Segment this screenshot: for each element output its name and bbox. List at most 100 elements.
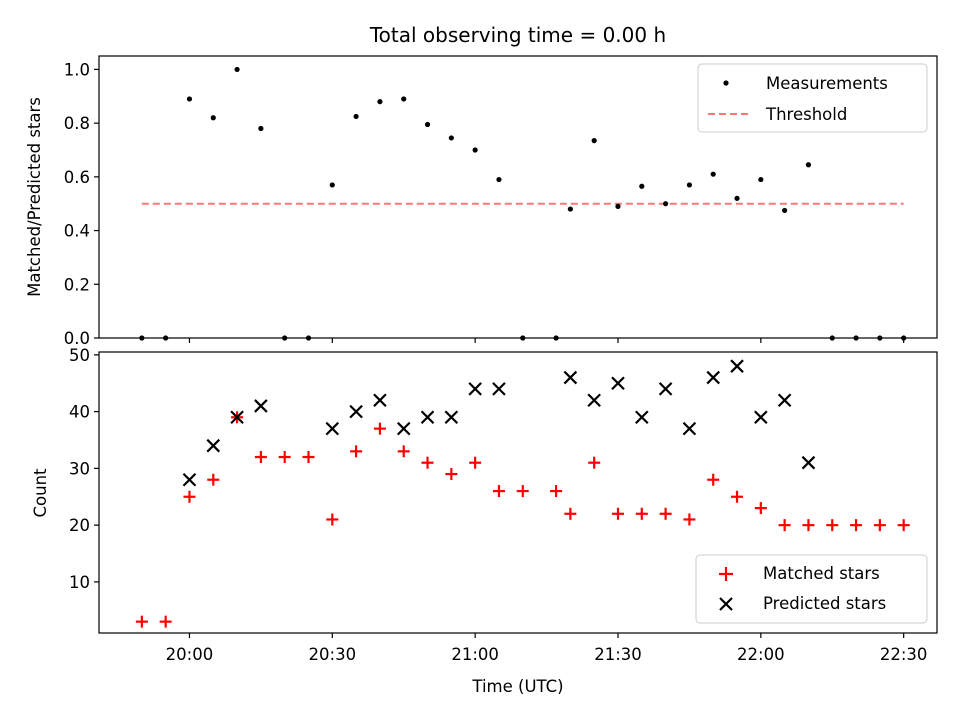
top-ytick-label: 0.4	[64, 222, 90, 241]
x-axis-label: Time (UTC)	[471, 677, 563, 696]
bottom-legend: Matched stars Predicted stars	[695, 554, 928, 624]
matched-star-point	[635, 507, 648, 520]
bottom-y-axis-label: Count	[31, 468, 50, 518]
top-ytick-label: 0.8	[64, 114, 90, 133]
bottom-plot-area	[98, 351, 938, 634]
measurement-point	[639, 183, 645, 189]
bottom-xtick-label: 21:30	[594, 645, 642, 664]
measurement-point	[553, 335, 559, 341]
predicted-star-point	[420, 410, 435, 425]
measurement-point	[139, 335, 145, 341]
matched-star-point	[873, 519, 886, 532]
measurement-point	[282, 335, 288, 341]
legend-matched-marker	[719, 567, 733, 581]
predicted-star-point	[635, 410, 649, 425]
measurement-point	[805, 162, 812, 168]
top-x-axis	[188, 338, 905, 343]
predicted-star-point	[254, 399, 268, 413]
bottom-ytick-label: 30	[69, 459, 90, 478]
matched-star-point	[135, 615, 148, 628]
measurement-point	[377, 99, 383, 105]
predicted-star-point	[396, 421, 411, 436]
predicted-star-point	[563, 370, 578, 385]
matched-star-point	[850, 519, 863, 532]
matched-star-point	[754, 502, 767, 515]
top-plot-area	[98, 55, 938, 339]
top-ytick-label: 0.2	[64, 275, 90, 294]
matched-star-point	[397, 445, 410, 458]
matched-star-point	[707, 473, 720, 486]
measurement-point	[258, 125, 264, 132]
measurement-point	[448, 135, 454, 141]
measurement-point	[758, 176, 764, 183]
measurement-point	[853, 335, 859, 341]
measurement-point	[734, 195, 740, 201]
bottom-xtick-label: 20:30	[309, 645, 357, 664]
matched-star-point	[254, 451, 267, 464]
measurement-point	[401, 96, 407, 102]
bottom-x-axis: 20:00 20:30 21:00 21:30 22:00 22:30	[166, 633, 928, 664]
measurement-point	[520, 335, 526, 341]
measurement-point	[710, 171, 716, 177]
top-y-axis-label: Matched/Predicted stars	[25, 97, 44, 297]
top-legend: Measurements Threshold	[697, 63, 928, 133]
predicted-star-point	[206, 438, 221, 453]
predicted-star-point	[468, 382, 482, 396]
predicted-star-point	[801, 455, 816, 470]
legend-measurements-label: Measurements	[766, 74, 888, 93]
measurement-point	[901, 335, 907, 341]
bottom-legend-box	[695, 554, 928, 624]
bottom-series-layer	[135, 359, 910, 628]
predicted-star-point	[349, 404, 363, 419]
measurement-point	[877, 335, 883, 341]
predicted-star-point	[587, 393, 601, 408]
measurement-point	[782, 207, 788, 214]
measurement-point	[829, 335, 835, 341]
bottom-panel: 10 20 30 40 50 20:00 20:30 21:00 21:30 22:00 22:3…	[31, 346, 938, 696]
matched-star-point	[683, 513, 696, 526]
top-ytick-label: 0.6	[64, 168, 90, 187]
matched-star-point	[802, 519, 815, 532]
legend-measurements-marker	[723, 80, 729, 86]
bottom-xtick-label: 21:00	[451, 645, 499, 664]
matched-star-point	[826, 519, 839, 532]
matched-star-point	[516, 485, 529, 498]
legend-predicted-label: Predicted stars	[763, 594, 886, 613]
matched-star-point	[564, 507, 577, 520]
matched-star-point	[421, 456, 434, 469]
matched-star-point	[159, 615, 172, 628]
top-panel: 0.0 0.2 0.4 0.6 0.8 1.0 Matched/Predicted sta…	[25, 55, 938, 348]
measurement-point	[329, 182, 335, 188]
measurement-point	[472, 147, 478, 153]
bottom-xtick-label: 20:00	[166, 645, 214, 664]
matched-star-point	[278, 451, 291, 464]
measurement-point	[615, 203, 621, 209]
matched-star-point	[897, 519, 910, 532]
top-y-axis: 0.0 0.2 0.4 0.6 0.8 1.0	[64, 60, 99, 348]
matched-star-point	[659, 507, 672, 520]
predicted-star-point	[444, 410, 459, 425]
measurement-point	[234, 66, 240, 73]
measurement-point	[163, 335, 169, 341]
measurement-point	[353, 113, 359, 120]
matched-star-point	[445, 468, 458, 481]
bottom-xtick-label: 22:00	[737, 645, 785, 664]
bottom-ytick-label: 20	[69, 516, 90, 535]
measurement-point	[663, 201, 669, 207]
measurement-point	[305, 335, 312, 341]
measurement-point	[424, 121, 431, 128]
top-chart-title: Total observing time = 0.00 h	[369, 23, 666, 47]
bottom-ytick-label: 40	[69, 403, 90, 422]
bottom-xtick-label: 22:30	[880, 645, 928, 664]
legend-threshold-label: Threshold	[765, 105, 847, 124]
matched-star-point	[469, 456, 482, 469]
matched-star-point	[350, 445, 363, 458]
top-ytick-label: 0.0	[64, 329, 90, 348]
top-legend-box	[697, 63, 928, 133]
measurement-point	[186, 96, 193, 102]
predicted-star-point	[325, 421, 340, 436]
predicted-star-point	[730, 359, 744, 373]
matched-star-point	[611, 507, 624, 520]
measurement-point	[686, 182, 693, 188]
